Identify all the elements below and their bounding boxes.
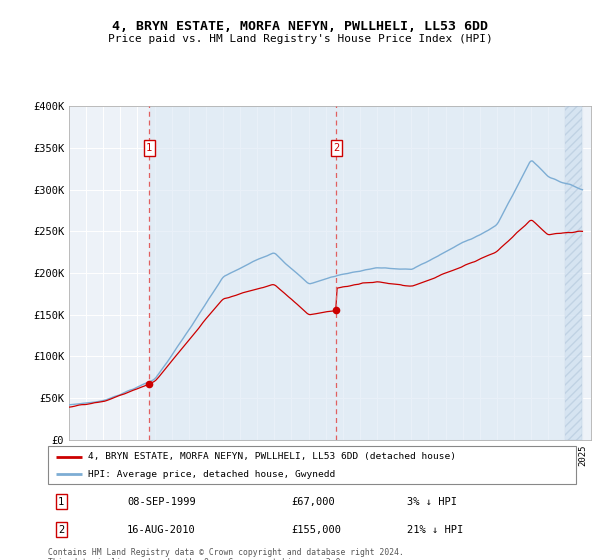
Text: 2: 2 xyxy=(58,525,64,535)
Text: 21% ↓ HPI: 21% ↓ HPI xyxy=(407,525,463,535)
FancyBboxPatch shape xyxy=(48,446,576,484)
Text: 1: 1 xyxy=(58,497,64,507)
Text: 4, BRYN ESTATE, MORFA NEFYN, PWLLHELI, LL53 6DD (detached house): 4, BRYN ESTATE, MORFA NEFYN, PWLLHELI, L… xyxy=(88,452,455,461)
Text: HPI: Average price, detached house, Gwynedd: HPI: Average price, detached house, Gwyn… xyxy=(88,470,335,479)
Text: 1: 1 xyxy=(146,143,152,153)
Text: Price paid vs. HM Land Registry's House Price Index (HPI): Price paid vs. HM Land Registry's House … xyxy=(107,34,493,44)
Text: £155,000: £155,000 xyxy=(291,525,341,535)
Text: 3% ↓ HPI: 3% ↓ HPI xyxy=(407,497,457,507)
Text: 16-AUG-2010: 16-AUG-2010 xyxy=(127,525,196,535)
Text: 08-SEP-1999: 08-SEP-1999 xyxy=(127,497,196,507)
Text: 4, BRYN ESTATE, MORFA NEFYN, PWLLHELI, LL53 6DD: 4, BRYN ESTATE, MORFA NEFYN, PWLLHELI, L… xyxy=(112,20,488,32)
Text: £67,000: £67,000 xyxy=(291,497,335,507)
Text: 2: 2 xyxy=(333,143,340,153)
Text: Contains HM Land Registry data © Crown copyright and database right 2024.
This d: Contains HM Land Registry data © Crown c… xyxy=(48,548,404,560)
